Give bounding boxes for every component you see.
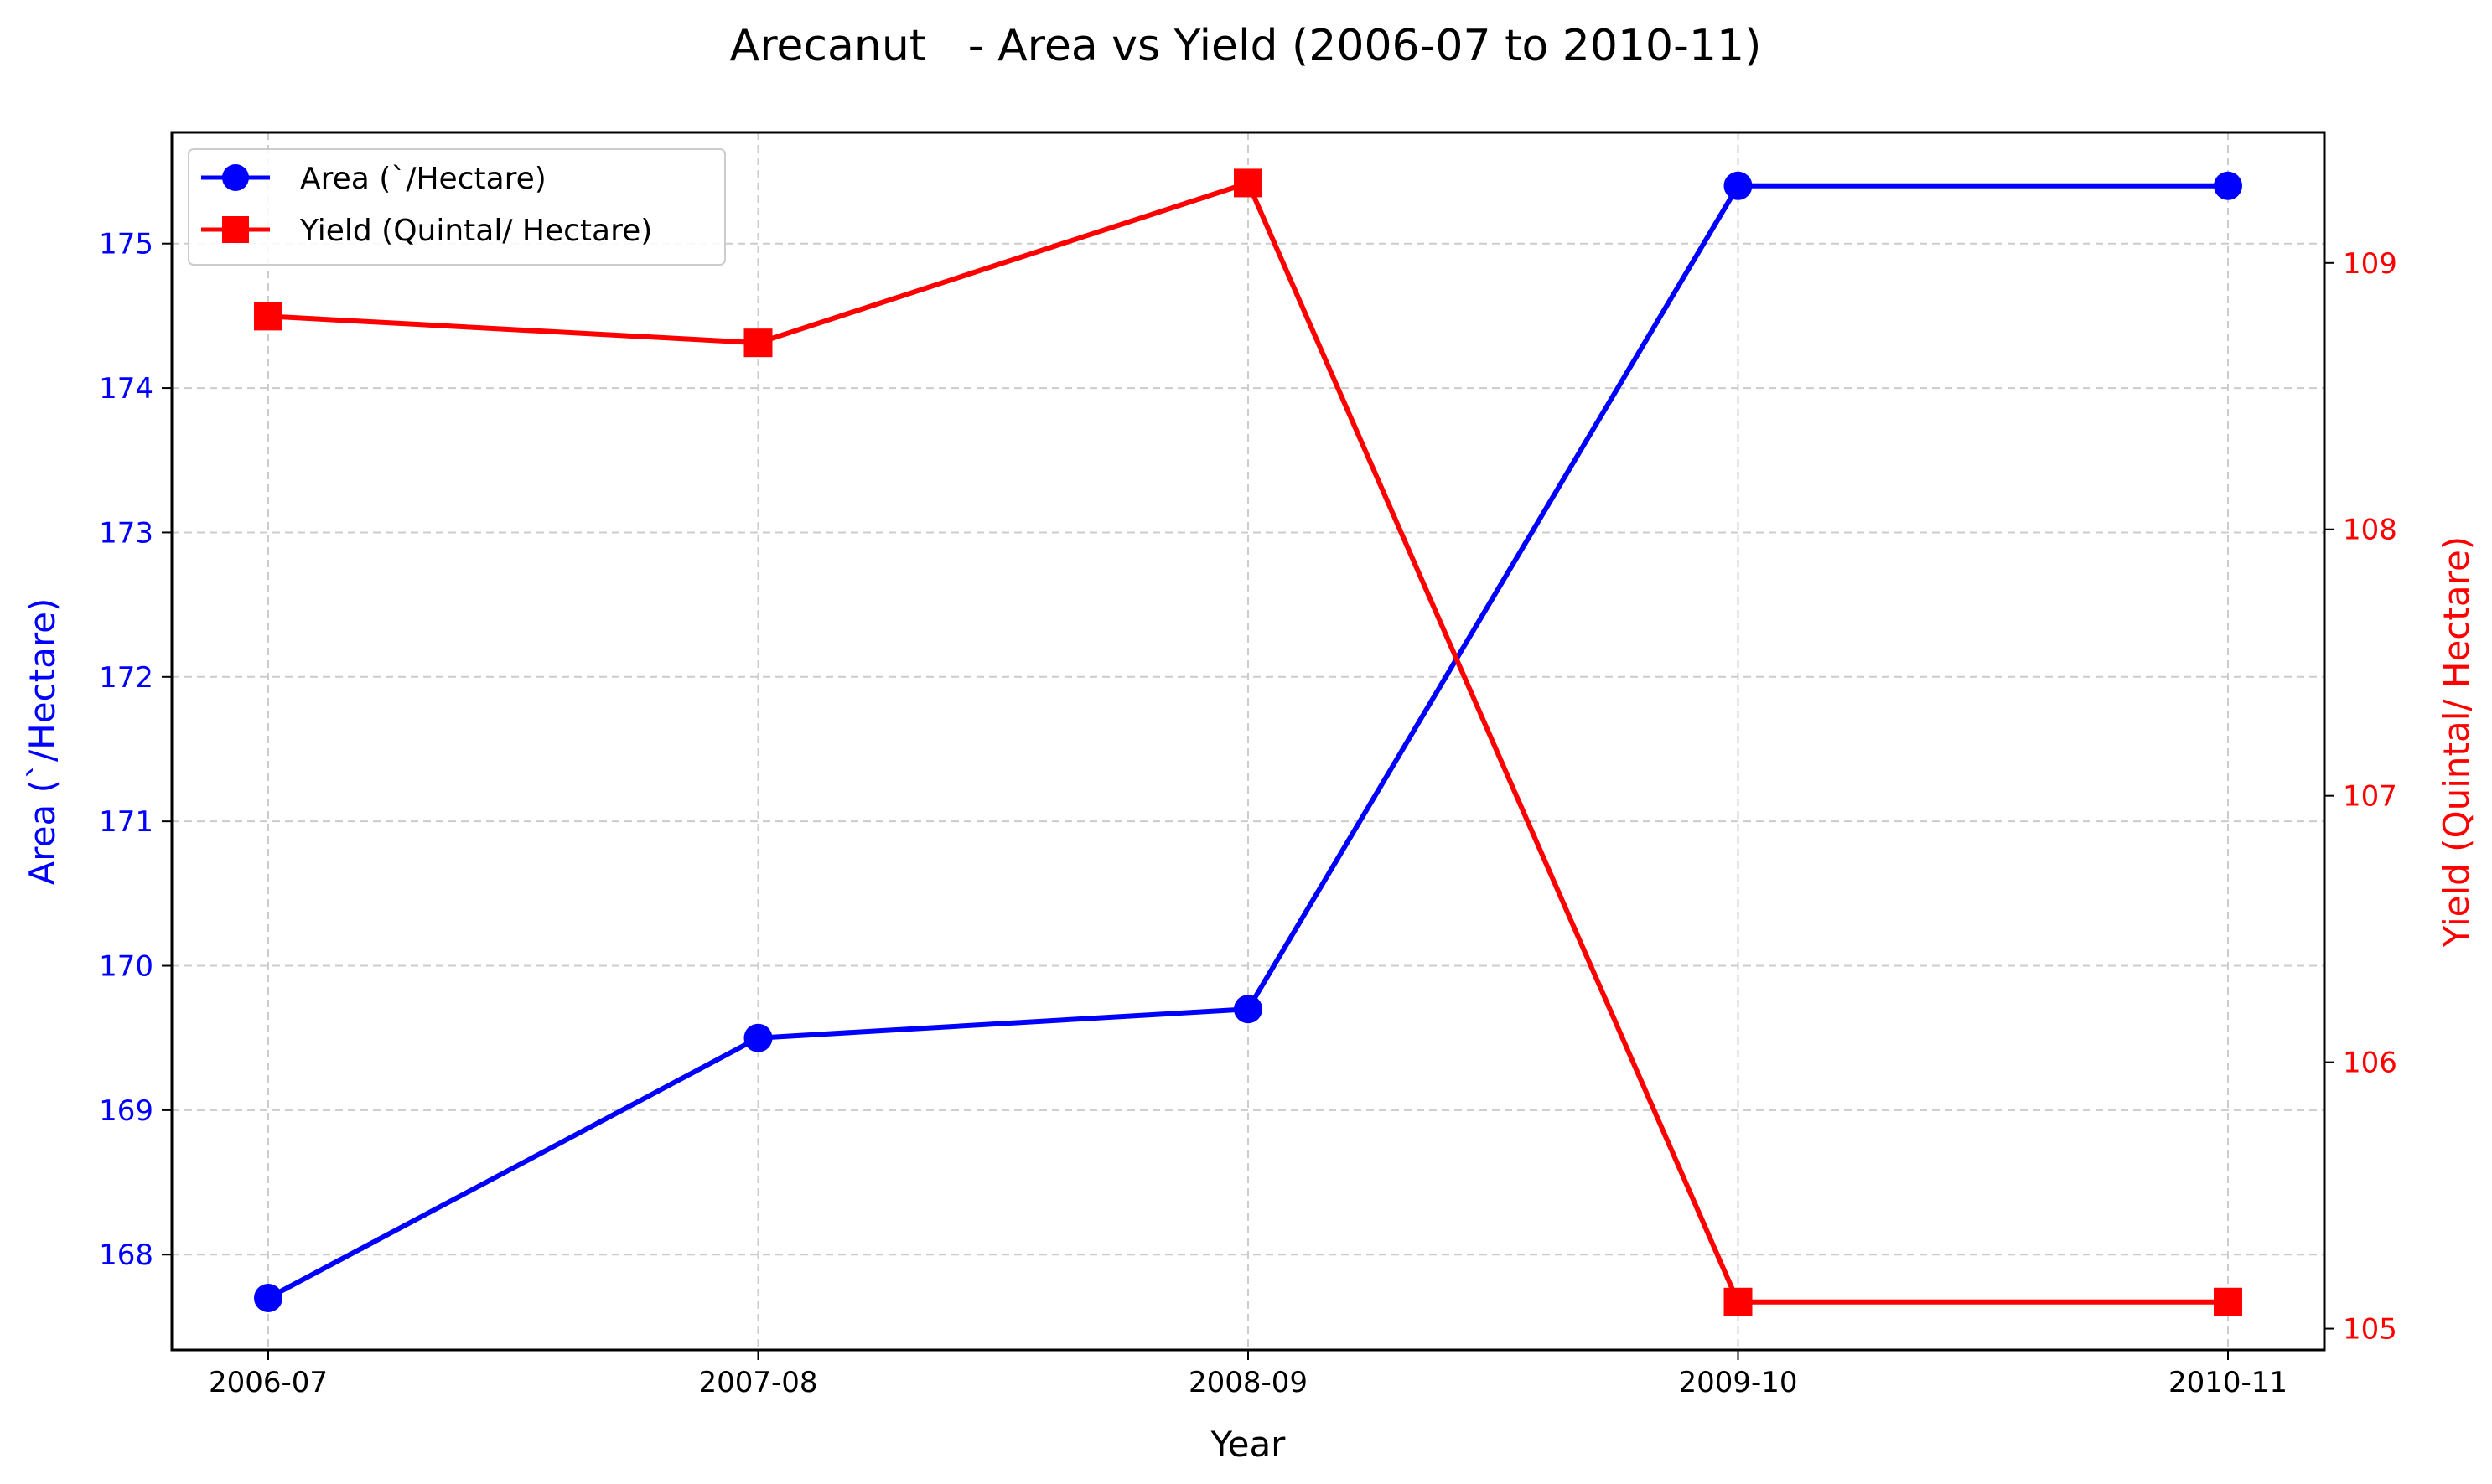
right-y-tick-label: 107 [2343, 780, 2397, 814]
area-data-point [1234, 995, 1262, 1024]
left-y-tick-label: 170 [99, 950, 153, 984]
x-axis-label: Year [1210, 1424, 1287, 1465]
left-y-tick-label: 171 [99, 805, 153, 839]
legend-entry-yield: Yield (Quintal/ Hectare) [201, 214, 652, 248]
legend: Area (`/Hectare) Yield (Quintal/ Hectare… [188, 148, 726, 266]
left-y-tick-label: 175 [99, 228, 153, 261]
left-y-tick-label: 174 [99, 372, 153, 406]
x-tick-label: 2006-07 [209, 1366, 328, 1399]
yield-data-point [254, 302, 282, 331]
legend-area-marker [222, 164, 249, 191]
area-data-point [2214, 171, 2242, 200]
series-layer [254, 168, 2242, 1316]
legend-box [188, 148, 726, 266]
legend-yield-label: Yield (Quintal/ Hectare) [299, 214, 652, 248]
left-y-tick-label: 168 [99, 1238, 153, 1272]
left-y-axis-label: Area (`/Hectare) [22, 598, 63, 886]
x-tick-label: 2010-11 [2168, 1366, 2287, 1399]
x-axis: 2006-07 2007-08 2008-09 2009-10 2010-11 [209, 1350, 2287, 1399]
left-y-tick-label: 173 [99, 516, 153, 550]
left-y-tick-label: 172 [99, 661, 153, 695]
right-y-tick-label: 105 [2343, 1313, 2397, 1347]
x-tick-label: 2008-09 [1189, 1366, 1308, 1399]
yield-data-point [743, 328, 773, 358]
right-y-tick-label: 106 [2343, 1047, 2397, 1080]
area-data-point [254, 1283, 282, 1312]
x-tick-label: 2007-08 [698, 1366, 817, 1399]
area-data-point [1723, 171, 1753, 200]
left-y-axis: 168 169 170 171 172 173 174 175 [99, 228, 172, 1272]
right-y-axis: 105 106 107 108 109 [2324, 247, 2397, 1347]
right-y-tick-label: 109 [2343, 247, 2397, 281]
yield-data-point [1723, 1287, 1753, 1316]
legend-entry-area: Area (`/Hectare) [201, 162, 547, 196]
left-y-tick-label: 169 [99, 1094, 153, 1128]
legend-yield-marker [222, 216, 249, 243]
x-tick-label: 2009-10 [1678, 1366, 1797, 1399]
yield-data-point [2214, 1287, 2242, 1316]
yield-data-point [1234, 168, 1262, 198]
area-data-point [743, 1023, 773, 1052]
right-y-axis-label: Yield (Quintal/ Hectare) [2436, 536, 2477, 948]
right-y-tick-label: 108 [2343, 514, 2397, 547]
legend-area-label: Area (`/Hectare) [300, 162, 547, 196]
chart-title: Arecanut - Area vs Yield (2006-07 to 201… [730, 21, 1762, 71]
